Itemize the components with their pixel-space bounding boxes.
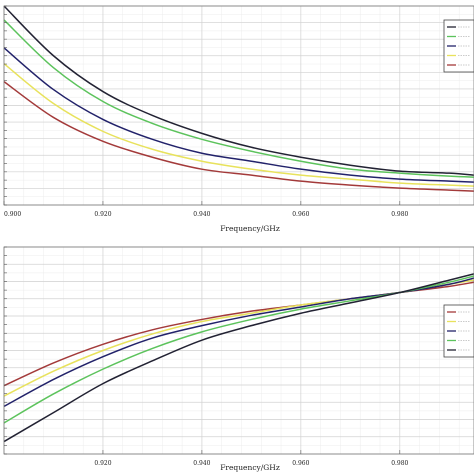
series-line: [3, 81, 474, 192]
x-tick-label: 0.900: [4, 211, 21, 218]
series-line: [3, 273, 474, 443]
series-line: [3, 63, 474, 187]
series-line: [3, 19, 474, 178]
series-line: [3, 5, 474, 176]
x-tick-label: 0.980: [391, 460, 408, 467]
x-tick-label: 0.920: [94, 460, 111, 467]
x-tick-label: 0.920: [94, 211, 111, 218]
x-tick-label: 0.940: [193, 460, 210, 467]
x-tick-label: 0.980: [391, 211, 408, 218]
top-chart-panel: 0.900 0.920 0.940 0.960 0.980 Frequency/GHz: [3, 5, 474, 233]
x-tick-label: 0.960: [292, 211, 309, 218]
x-tick-label: 0.960: [292, 460, 309, 467]
bottom-x-axis-label: Frequency/GHz: [220, 463, 280, 472]
top-x-axis-label: Frequency/GHz: [220, 224, 280, 233]
series-line: [3, 47, 474, 183]
bottom-chart-panel: 0.920 0.940 0.960 0.980 Frequency/GHz: [3, 246, 474, 472]
x-tick-label: 0.940: [193, 211, 210, 218]
